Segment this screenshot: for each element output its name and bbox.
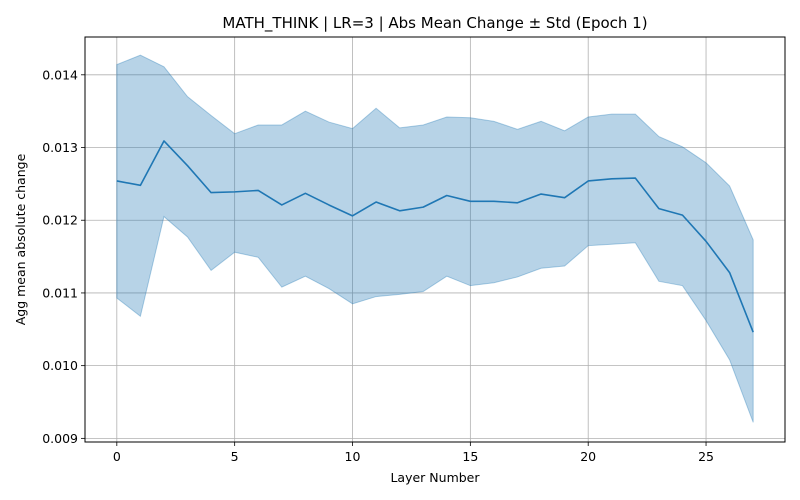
y-tick-label: 0.009 — [42, 431, 78, 446]
x-tick-label: 20 — [580, 449, 596, 464]
x-tick-label: 5 — [231, 449, 239, 464]
y-tick-label: 0.014 — [42, 67, 78, 82]
grid — [85, 37, 785, 442]
y-tick-label: 0.011 — [42, 285, 78, 300]
y-tick-label: 0.013 — [42, 140, 78, 155]
mean-line — [116, 140, 754, 333]
y-tick-label: 0.012 — [42, 213, 78, 228]
x-axis-label: Layer Number — [390, 470, 480, 485]
y-axis-label: Agg mean absolute change — [13, 153, 28, 325]
x-tick-label: 0 — [113, 449, 121, 464]
x-tick-label: 15 — [462, 449, 478, 464]
std-band — [116, 54, 754, 423]
y-tick-label: 0.010 — [42, 358, 78, 373]
tick-marks — [81, 74, 707, 446]
x-tick-label: 25 — [698, 449, 714, 464]
x-tick-label: 10 — [345, 449, 361, 464]
plot-area-frame — [84, 36, 786, 443]
chart-title: MATH_THINK | LR=3 | Abs Mean Change ± St… — [222, 14, 647, 33]
x-tick-labels: 0 5 10 15 20 25 — [113, 449, 714, 464]
y-tick-labels: 0.009 0.010 0.011 0.012 0.013 0.014 — [42, 67, 78, 446]
